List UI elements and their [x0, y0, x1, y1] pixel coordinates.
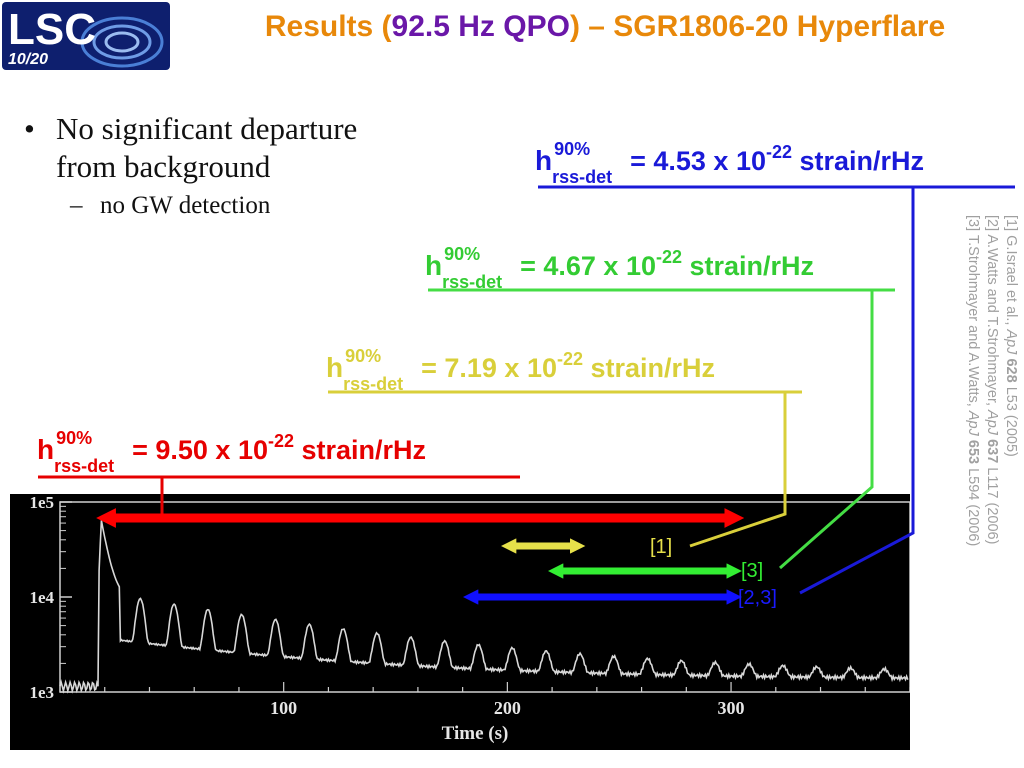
label-sup: 90% — [554, 139, 591, 159]
bullet-dot-icon: • — [24, 111, 35, 146]
label-unit: strain/rHz — [682, 251, 815, 281]
slide-title: Results (92.5 Hz QPO) – SGR1806-20 Hyper… — [205, 10, 1005, 50]
label-exponent: -22 — [267, 431, 294, 451]
lsc-logo: LSC 10/20 — [2, 2, 170, 70]
x-tick-label: 200 — [494, 698, 521, 718]
label-sup: 90% — [444, 244, 481, 264]
label-sup: 90% — [345, 346, 382, 366]
bullet-item: • No significant departure from backgrou… — [20, 110, 480, 186]
x-tick-label: 100 — [270, 698, 297, 718]
sub-bullet-text: no GW detection — [100, 192, 271, 219]
label-unit: strain/rHz — [792, 146, 925, 176]
dash-icon: – — [70, 192, 83, 219]
label-exponent: -22 — [556, 349, 583, 369]
strain-label-red: h 90% rss-det = 9.50 x 10-22 strain/rHz — [37, 428, 427, 475]
h-symbol: h — [326, 352, 344, 383]
tag-green: [3] — [741, 560, 763, 582]
label-sub: rss-det — [552, 167, 613, 187]
tag-blue: [2,3] — [738, 587, 777, 609]
strain-label-yellow: h 90% rss-det = 7.19 x 10-22 strain/rHz — [326, 346, 716, 393]
title-prefix: Results ( — [264, 10, 392, 43]
label-value: = 4.53 x 10 — [630, 146, 766, 176]
label-sub: rss-det — [442, 272, 503, 292]
title-suffix: ) – SGR1806-20 Hyperflare — [569, 10, 946, 43]
sub-bullet-item: – no GW detection — [20, 190, 480, 222]
label-sub: rss-det — [54, 456, 115, 476]
x-axis-label: Time (s) — [442, 723, 509, 744]
label-exponent: -22 — [655, 247, 682, 267]
label-unit: strain/rHz — [294, 435, 427, 465]
y-tick-label: 1e5 — [29, 494, 54, 512]
strain-label-blue: h 90% rss-det = 4.53 x 10-22 strain/rHz — [535, 139, 925, 186]
title-qpo: 92.5 Hz QPO — [391, 10, 570, 43]
h-symbol: h — [535, 145, 553, 176]
lightcurve-line — [59, 520, 909, 694]
slide-number: 10/20 — [8, 51, 48, 68]
lightcurve-plot: 1e3 1e4 1e5 100 200 300 Time (s) — [10, 494, 910, 750]
y-tick-label: 1e3 — [29, 683, 54, 702]
label-value: = 7.19 x 10 — [421, 353, 557, 383]
plot-axes: 1e3 1e4 1e5 100 200 300 Time (s) — [29, 494, 910, 744]
bullet-list: • No significant departure from backgrou… — [20, 110, 480, 222]
bullet-line-2: from background — [56, 149, 271, 184]
h-symbol: h — [425, 250, 443, 281]
tag-yellow: [1] — [650, 536, 672, 558]
label-unit: strain/rHz — [583, 353, 716, 383]
yellow-connector — [689, 392, 787, 548]
label-sup: 90% — [56, 428, 93, 448]
green-connector — [779, 290, 874, 570]
label-value: = 9.50 x 10 — [132, 435, 268, 465]
x-tick-label: 300 — [718, 698, 745, 718]
h-symbol: h — [37, 434, 55, 465]
label-sub: rss-det — [343, 374, 404, 394]
logo-text: LSC — [8, 5, 96, 54]
y-tick-label: 1e4 — [29, 588, 54, 607]
blue-connector — [799, 187, 915, 595]
label-exponent: -22 — [765, 142, 792, 162]
bullet-line-1: No significant departure — [56, 111, 358, 146]
label-value: = 4.67 x 10 — [520, 251, 656, 281]
strain-label-green: h 90% rss-det = 4.67 x 10-22 strain/rHz — [425, 244, 815, 291]
